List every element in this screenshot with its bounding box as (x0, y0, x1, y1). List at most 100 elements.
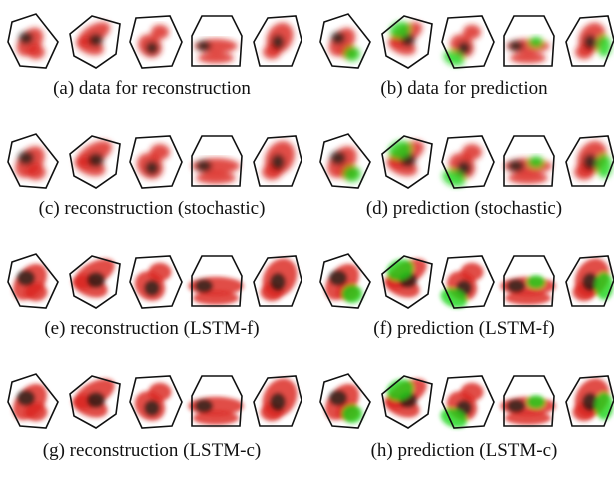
black-blob (328, 389, 348, 407)
polygon-outline (319, 13, 371, 69)
black-blob (581, 272, 599, 292)
thumbnail (129, 15, 183, 69)
black-blob (506, 279, 526, 293)
black-blob (86, 391, 106, 409)
black-blob (330, 151, 346, 165)
thumbnail (69, 135, 121, 189)
thumbnail-strip (2, 250, 302, 312)
thumbnail (253, 375, 302, 427)
red-blob (193, 411, 239, 425)
polygon-outline (191, 135, 243, 187)
thumbnail (69, 255, 121, 309)
heatmap-blob-group (138, 24, 169, 58)
polygon-outline (7, 13, 59, 69)
black-blob (196, 160, 212, 172)
caption-f: (f) prediction (LSTM-f) (373, 318, 555, 339)
thumbnail (7, 13, 59, 69)
green-blob (341, 404, 363, 424)
polygon-outline (441, 255, 495, 309)
heatmap-blob-group (72, 258, 115, 298)
black-blob (143, 399, 161, 417)
red-blob (505, 291, 551, 305)
heatmap-blob-group (13, 263, 48, 302)
heatmap-blob-group (500, 395, 556, 425)
heatmap-blob-group (263, 22, 294, 60)
thumbnail-svg (7, 373, 302, 429)
black-blob (330, 31, 346, 45)
thumbnail (381, 375, 433, 429)
thumbnail (7, 253, 59, 309)
caption-h: (h) prediction (LSTM-c) (370, 440, 558, 461)
thumbnail (69, 375, 121, 429)
black-blob (18, 151, 34, 165)
heatmap-blob-group (134, 262, 172, 301)
heatmap-blob-group (440, 262, 484, 308)
heatmap-blob-group (188, 276, 244, 305)
heatmap-blob-group (504, 156, 552, 184)
heatmap-blob-group (74, 140, 113, 177)
heatmap-blob-group (76, 22, 111, 56)
panel-a: (a) data for reconstruction (2, 10, 302, 120)
heatmap-blob-group (443, 24, 481, 66)
polygon-outline (319, 133, 371, 189)
thumbnail-svg (7, 13, 302, 69)
black-blob (457, 41, 471, 55)
green-blob (343, 46, 361, 62)
thumbnail-svg (7, 253, 302, 309)
thumbnail (191, 15, 243, 67)
thumbnail (381, 255, 433, 309)
polygon-outline (191, 15, 243, 67)
thumbnail (565, 255, 614, 307)
thumbnail (129, 375, 183, 429)
polygon-outline (381, 255, 433, 309)
heatmap-blob-group (325, 383, 363, 424)
red-blob (148, 262, 172, 282)
thumbnail-strip (314, 10, 614, 72)
black-blob (269, 392, 287, 412)
black-blob (328, 269, 348, 287)
polygon-outline (441, 375, 495, 429)
caption-e: (e) reconstruction (LSTM-f) (44, 318, 260, 339)
green-blob (594, 392, 614, 420)
black-blob (16, 269, 36, 287)
heatmap-blob-group (386, 140, 425, 177)
heatmap-blob-group (13, 383, 48, 422)
black-blob (88, 153, 104, 167)
heatmap-blob-group (15, 146, 46, 180)
black-blob (271, 154, 285, 170)
thumbnail (7, 373, 59, 429)
polygon-outline (253, 255, 302, 307)
heatmap-blob-group (440, 382, 484, 428)
green-blob (596, 35, 612, 57)
heatmap-blob-group (136, 144, 170, 179)
panel-d: (d) prediction (stochastic) (314, 130, 614, 240)
red-blob (198, 52, 234, 64)
green-blob (528, 156, 544, 168)
heatmap-blob-group (262, 140, 296, 180)
caption-g: (g) reconstruction (LSTM-c) (42, 440, 262, 461)
black-blob (269, 272, 287, 292)
thumbnail-svg (7, 133, 302, 189)
thumbnail (253, 255, 302, 307)
red-blob (150, 144, 170, 160)
polygon-outline (129, 15, 183, 69)
green-blob (388, 140, 412, 160)
thumbnail-strip (314, 250, 614, 312)
polygon-outline (565, 255, 614, 307)
polygon-outline (503, 135, 555, 187)
black-blob (145, 161, 159, 175)
polygon-outline (129, 255, 183, 309)
thumbnail-strip (314, 370, 614, 432)
heatmap-blob-group (506, 36, 550, 64)
thumbnail (440, 255, 495, 309)
heatmap-blob-group (72, 378, 115, 418)
thumbnail (381, 135, 433, 189)
heatmap-blob-group (574, 140, 612, 180)
heatmap-blob-group (575, 22, 612, 60)
black-blob (583, 154, 597, 170)
green-blob (389, 21, 411, 39)
polygon-outline (69, 135, 121, 189)
heatmap-blob-group (500, 275, 556, 305)
black-blob (145, 41, 159, 55)
red-blob (462, 144, 482, 160)
